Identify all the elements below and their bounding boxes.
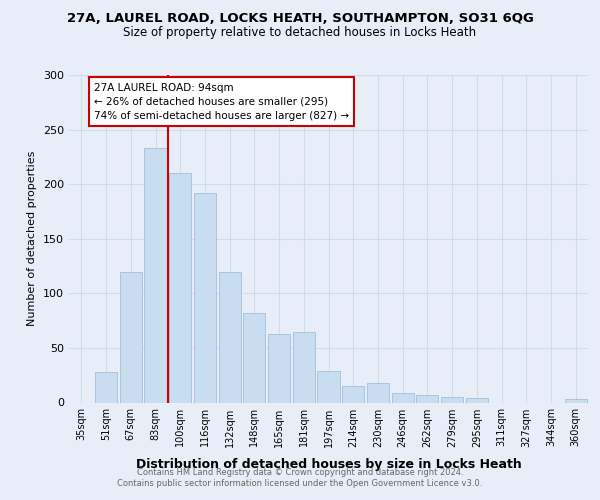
Bar [119,272,142,402]
Bar [466,398,488,402]
Bar [169,173,191,402]
Bar [194,193,216,402]
Text: Size of property relative to detached houses in Locks Heath: Size of property relative to detached ho… [124,26,476,39]
Bar [441,397,463,402]
Bar [218,272,241,402]
Bar [367,383,389,402]
X-axis label: Distribution of detached houses by size in Locks Heath: Distribution of detached houses by size … [136,458,521,471]
Y-axis label: Number of detached properties: Number of detached properties [28,151,37,326]
Bar [342,386,364,402]
Bar [317,371,340,402]
Text: 27A LAUREL ROAD: 94sqm
← 26% of detached houses are smaller (295)
74% of semi-de: 27A LAUREL ROAD: 94sqm ← 26% of detached… [94,82,349,120]
Bar [416,395,439,402]
Bar [565,399,587,402]
Bar [293,332,315,402]
Bar [95,372,117,402]
Bar [268,334,290,402]
Bar [243,313,265,402]
Bar [145,148,167,403]
Bar [392,392,414,402]
Text: 27A, LAUREL ROAD, LOCKS HEATH, SOUTHAMPTON, SO31 6QG: 27A, LAUREL ROAD, LOCKS HEATH, SOUTHAMPT… [67,12,533,26]
Text: Contains HM Land Registry data © Crown copyright and database right 2024.
Contai: Contains HM Land Registry data © Crown c… [118,468,482,487]
